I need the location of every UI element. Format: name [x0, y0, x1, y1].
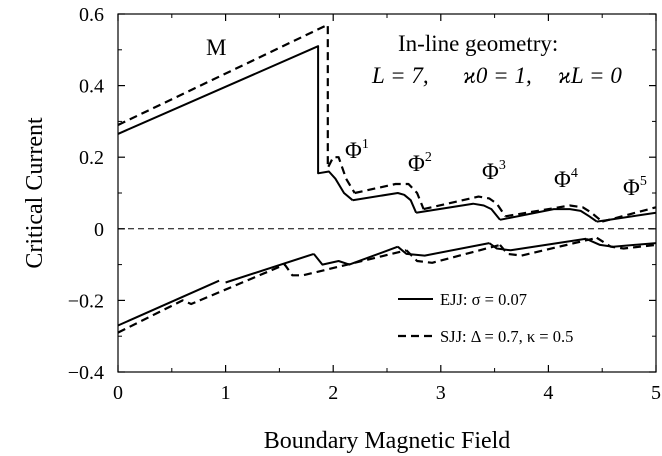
series-layer: [117, 23, 657, 334]
series-sjj-line-7: [405, 243, 501, 264]
series-ejj-line-3: [499, 208, 598, 223]
mode-label-1: Φ1: [345, 137, 369, 163]
mode-label-4: Φ4: [554, 166, 578, 192]
mode-label-1-sup: 1: [362, 137, 369, 152]
x-tick-label-5: 5: [651, 382, 661, 404]
series-ejj-line-6: [225, 252, 315, 284]
series-sjj-line-8: [499, 236, 598, 257]
annotation-mode-M: M: [206, 35, 226, 60]
series-ejj-line-7: [313, 245, 399, 266]
mode-label-2-base: Φ: [408, 151, 425, 176]
series-ejj-line-1: [352, 192, 418, 214]
mode-label-5-base: Φ: [623, 175, 640, 200]
x-tick-label-1: 1: [221, 382, 231, 404]
x-tick-label-0: 0: [113, 382, 123, 404]
ticks: 0 1 2 3 4 5 −0.4 −0.2 0 0.2 0.4 0.6: [68, 4, 661, 404]
annotation-param-kappaL: ϰL = 0: [558, 63, 622, 88]
y-tick-label-1: −0.2: [68, 290, 104, 312]
y-tick-label-0: −0.4: [68, 362, 104, 384]
legend: EJJ: σ = 0.07 SJJ: Δ = 0.7, κ = 0.5: [398, 290, 573, 346]
x-tick-label-2: 2: [328, 382, 338, 404]
mode-label-4-base: Φ: [554, 167, 571, 192]
series-sjj-line-3: [505, 204, 603, 223]
legend-label-ejj: EJJ: σ = 0.07: [440, 290, 527, 309]
mode-label-5-sup: 5: [640, 174, 647, 189]
series-ejj-line-2: [415, 202, 501, 221]
mode-label-2: Φ2: [408, 150, 432, 176]
series-sjj-line-1: [354, 182, 425, 210]
y-tick-label-5: 0.6: [79, 4, 104, 26]
mode-labels: Φ1 Φ2 Φ3 Φ4 Φ5: [345, 137, 647, 200]
series-ejj-line-0: [117, 45, 354, 201]
annotation-geometry: In-line geometry:: [398, 31, 558, 56]
series-ejj-line-8: [397, 242, 490, 257]
y-tick-label-2: 0: [94, 219, 104, 241]
series-ejj-line-10: [585, 237, 657, 248]
x-axis-title: Boundary Magnetic Field: [264, 428, 511, 454]
mode-label-3-base: Φ: [482, 159, 499, 184]
mode-label-1-base: Φ: [345, 138, 362, 163]
y-tick-label-4: 0.4: [79, 76, 104, 98]
mode-label-3-sup: 3: [499, 158, 506, 173]
series-ejj-line-5: [117, 279, 220, 327]
series-sjj-line-4: [601, 206, 657, 223]
series-sjj-line-0: [117, 23, 356, 194]
series-sjj-line-9: [596, 236, 657, 250]
annotation-param-L: L = 7,: [371, 63, 429, 88]
x-tick-label-3: 3: [436, 382, 446, 404]
series-sjj-line-6: [199, 249, 407, 302]
series-sjj-line-5: [117, 299, 201, 334]
mode-label-2-sup: 2: [425, 150, 432, 165]
y-axis-title: Critical Current: [22, 117, 48, 269]
y-tick-label-3: 0.2: [79, 147, 104, 169]
mode-label-3: Φ3: [482, 158, 506, 184]
x-tick-label-4: 4: [543, 382, 553, 404]
annotation-param-kappa0: ϰ0 = 1,: [463, 63, 532, 88]
legend-label-sjj: SJJ: Δ = 0.7, κ = 0.5: [440, 327, 573, 346]
series-sjj-line-2: [423, 195, 507, 217]
mode-label-5: Φ5: [623, 174, 647, 200]
mode-label-4-sup: 4: [571, 166, 578, 181]
